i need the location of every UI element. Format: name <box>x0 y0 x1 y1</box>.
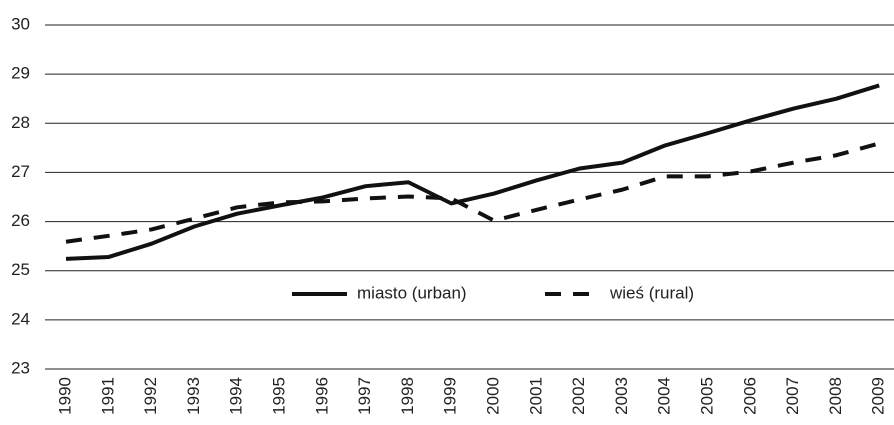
x-tick-label: 1993 <box>184 377 203 415</box>
x-tick-label: 2002 <box>569 377 588 415</box>
y-tick-label: 23 <box>11 358 30 377</box>
x-tick-label: 2003 <box>612 377 631 415</box>
x-tick-label: 2007 <box>783 377 802 415</box>
x-tick-label: 1995 <box>269 377 288 415</box>
legend-item: wieś (rural) <box>545 283 694 302</box>
x-tick-label: 2004 <box>655 377 674 415</box>
x-tick-label: 1997 <box>355 377 374 415</box>
y-tick-label: 28 <box>11 113 30 132</box>
x-tick-label: 2001 <box>526 377 545 415</box>
x-tick-label: 1998 <box>398 377 417 415</box>
x-tick-label: 2006 <box>740 377 759 415</box>
x-tick-label: 1990 <box>55 377 74 415</box>
x-tick-label: 2009 <box>869 377 888 415</box>
x-tick-label: 1999 <box>441 377 460 415</box>
legend-label: wieś (rural) <box>609 283 694 302</box>
x-tick-label: 1991 <box>98 377 117 415</box>
legend-item: miasto (urban) <box>292 283 467 302</box>
x-tick-label: 1992 <box>141 377 160 415</box>
x-tick-label: 2005 <box>697 377 716 415</box>
legend-label: miasto (urban) <box>357 283 467 302</box>
y-tick-label: 25 <box>11 260 30 279</box>
x-tick-label: 1996 <box>312 377 331 415</box>
y-tick-label: 30 <box>11 14 30 33</box>
data-line <box>65 83 880 261</box>
y-tick-label: 24 <box>11 309 30 328</box>
y-tick-label: 27 <box>11 162 30 181</box>
x-tick-label: 2008 <box>826 377 845 415</box>
x-tick-label: 1994 <box>227 377 246 415</box>
y-tick-label: 26 <box>11 211 30 230</box>
y-tick-label: 29 <box>11 64 30 83</box>
x-tick-label: 2000 <box>483 377 502 415</box>
